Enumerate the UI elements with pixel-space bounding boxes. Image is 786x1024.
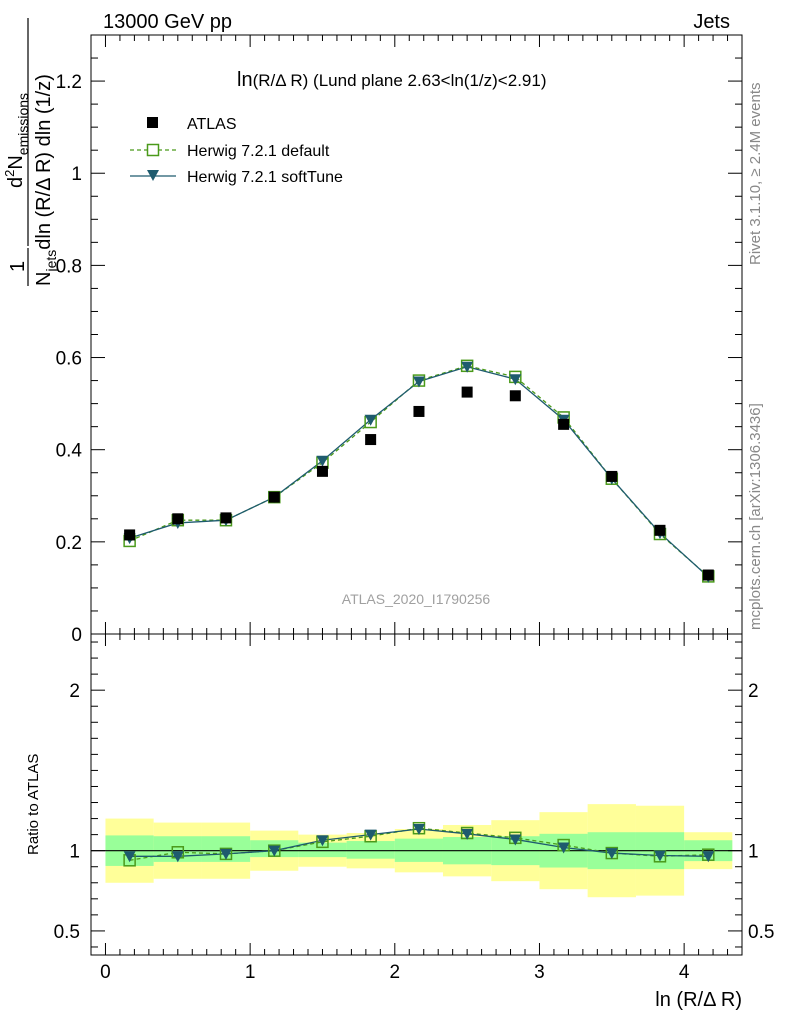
x-tick-label: 3	[534, 962, 545, 983]
main-point-atlas-8	[509, 390, 521, 402]
main-point-softtune-6	[412, 376, 425, 388]
main-point-atlas-4	[316, 465, 328, 477]
ratio-point-softtune-2	[219, 848, 232, 860]
main-point-atlas-0	[124, 529, 136, 541]
main-line-softtune	[129, 366, 709, 578]
main-point-atlas-12	[702, 569, 714, 581]
main-y-axis-label: 1 Njetsdln (R/Δ R) dln (1/z) d2Nemission…	[2, 18, 59, 286]
x-tick-label: 2	[390, 962, 401, 983]
legend-label-atlas: ATLAS	[187, 116, 237, 133]
y-label-num-d: d	[5, 177, 27, 188]
x-tick-label: 0	[100, 962, 111, 983]
main-y-tick-label: 0.8	[56, 256, 82, 277]
plot-title: ln(R/Δ R) (Lund plane 2.63<ln(1/z)<2.91)	[237, 69, 546, 91]
main-y-tick-label: 0	[71, 625, 82, 646]
main-point-softtune-4	[316, 455, 329, 467]
ratio-point-softtune-10	[605, 848, 618, 860]
main-point-atlas-3	[268, 491, 280, 503]
legend: ATLAS Herwig 7.2.1 default Herwig 7.2.1 …	[130, 116, 343, 186]
ratio-band-inner-4	[298, 842, 347, 858]
ratio-y-tick-label-right: 0.5	[748, 922, 774, 943]
x-tick-label: 1	[245, 962, 256, 983]
ratio-plot-frame	[90, 633, 743, 956]
main-point-softtune-7	[461, 361, 474, 373]
main-y-tick-label: 1.2	[56, 72, 82, 93]
ratio-point-softtune-12	[702, 851, 715, 863]
ratio-point-softtune-8	[509, 834, 522, 846]
ratio-panel: 0 1 2 3 4 0.5 0.5 1 1 2 2	[54, 633, 774, 983]
y-label-denominator-sub: jets	[43, 250, 59, 273]
y-label-num-sub: emissions	[15, 93, 31, 155]
main-point-atlas-9	[558, 418, 570, 430]
ratio-point-softtune-11	[653, 850, 666, 862]
ratio-y-tick-label-right: 1	[748, 842, 759, 863]
legend-marker-softtune	[147, 170, 159, 181]
ratio-y-tick-label-left: 0.5	[54, 922, 80, 943]
main-panel: 0 0.2 0.4 0.6 0.8 1 1.2	[56, 34, 743, 646]
y-label-num-sup: 2	[2, 170, 17, 177]
main-point-atlas-6	[413, 405, 425, 417]
main-point-atlas-10	[606, 470, 618, 482]
main-point-softtune-5	[364, 414, 377, 426]
ratio-point-softtune-9	[557, 842, 570, 854]
main-point-atlas-1	[172, 513, 184, 525]
main-point-softtune-8	[509, 374, 522, 386]
plot-title-rest: (R/Δ R) (Lund plane 2.63<ln(1/z)<2.91)	[253, 71, 547, 90]
main-point-atlas-11	[654, 524, 666, 536]
ratio-y-axis-label: Ratio to ATLAS	[25, 754, 42, 855]
main-y-tick-label: 0.4	[56, 441, 83, 462]
ratio-band-inner-5	[346, 841, 395, 859]
main-y-tick-label: 0.2	[56, 533, 82, 554]
ratio-point-softtune-1	[171, 851, 184, 863]
x-tick-label: 4	[679, 962, 690, 983]
y-label-denominator-rest: dln (R/Δ R) dln (1/z)	[33, 74, 55, 250]
y-label-denominator: Njetsdln (R/Δ R) dln (1/z)	[33, 74, 59, 286]
legend-label-default: Herwig 7.2.1 default	[187, 143, 330, 160]
ratio-point-softtune-7	[461, 828, 474, 840]
main-point-atlas-2	[220, 512, 232, 524]
energy-label: 13000 GeV pp	[103, 11, 232, 33]
plot-title-prefix: ln	[237, 69, 253, 91]
ratio-point-softtune-6	[412, 824, 425, 836]
main-y-tick-label: 0.6	[56, 349, 82, 370]
legend-label-softtune: Herwig 7.2.1 softTune	[187, 169, 343, 186]
legend-marker-atlas	[147, 117, 158, 128]
ratio-point-softtune-5	[364, 829, 377, 841]
y-label-num-n: N	[5, 155, 27, 169]
main-point-atlas-7	[461, 386, 473, 398]
ratio-y-tick-label-right: 2	[748, 681, 759, 702]
ratio-y-tick-label-left: 1	[69, 842, 80, 863]
rivet-version-label: Rivet 3.1.10, ≥ 2.4M events	[747, 83, 764, 266]
ratio-point-softtune-0	[123, 851, 136, 863]
ratio-point-softtune-4	[316, 835, 329, 847]
main-line-default	[129, 365, 709, 577]
main-point-atlas-5	[365, 434, 377, 446]
legend-marker-default	[146, 143, 160, 157]
ratio-y-tick-label-left: 2	[69, 681, 80, 702]
main-y-tick-label: 1	[71, 164, 82, 185]
process-label: Jets	[693, 11, 730, 33]
y-label-denominator-n: N	[33, 272, 55, 286]
y-label-one: 1	[7, 261, 29, 272]
mcplots-label: mcplots.cern.ch [arXiv:1306.3436]	[747, 403, 764, 630]
analysis-watermark: ATLAS_2020_I1790256	[342, 591, 491, 607]
ratio-point-softtune-3	[268, 845, 281, 857]
x-axis-label: ln (R/Δ R)	[655, 989, 742, 1011]
y-label-numerator: d2Nemissions	[2, 93, 31, 188]
